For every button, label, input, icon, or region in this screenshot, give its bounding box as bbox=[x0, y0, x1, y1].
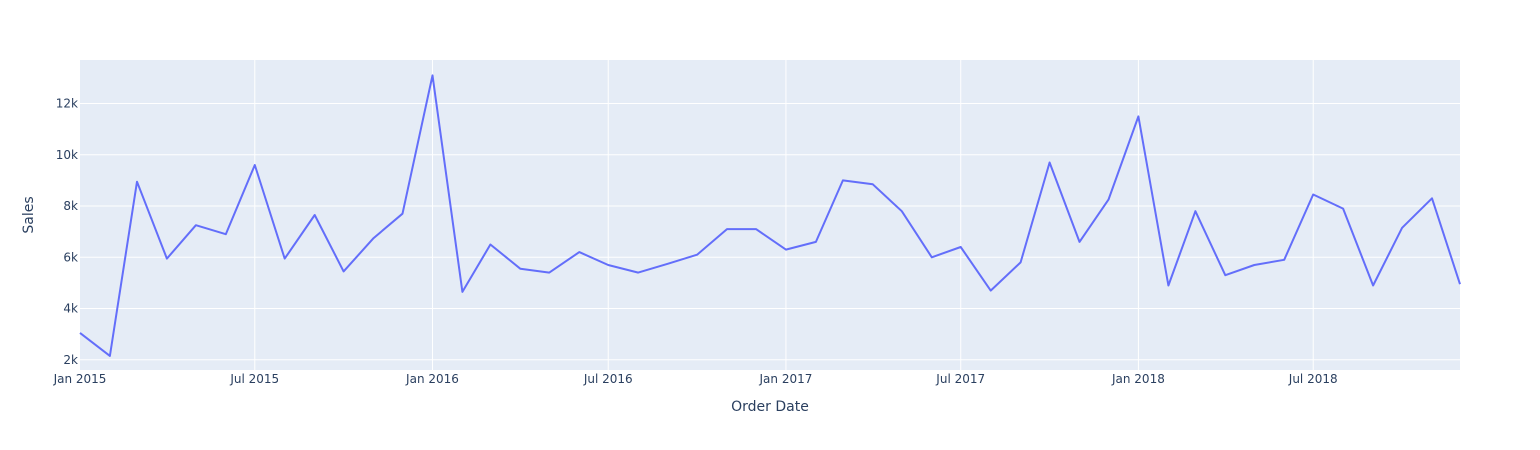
data-point[interactable] bbox=[899, 208, 905, 214]
x-tick-labels: Jan 2015 Jul 2015 Jan 2016 Jul 2016 Jan 2017… bbox=[53, 372, 1338, 386]
data-point[interactable] bbox=[1281, 257, 1287, 263]
data-point[interactable] bbox=[1370, 283, 1376, 289]
data-point[interactable] bbox=[929, 254, 935, 260]
data-point[interactable] bbox=[252, 162, 258, 168]
data-point[interactable] bbox=[635, 270, 641, 276]
y-tick-label: 6k bbox=[63, 250, 78, 264]
y-tick-label: 2k bbox=[63, 353, 78, 367]
data-point[interactable] bbox=[1165, 283, 1171, 289]
data-point[interactable] bbox=[724, 226, 730, 232]
data-point[interactable] bbox=[1135, 113, 1141, 119]
data-point[interactable] bbox=[1106, 197, 1112, 203]
sales-line bbox=[79, 74, 1461, 357]
data-point[interactable] bbox=[546, 270, 552, 276]
data-point[interactable] bbox=[1077, 239, 1083, 245]
data-point[interactable] bbox=[517, 266, 523, 272]
data-point[interactable] bbox=[400, 211, 406, 217]
data-point[interactable] bbox=[694, 252, 700, 258]
x-axis-title: Order Date bbox=[731, 399, 809, 415]
data-point[interactable] bbox=[282, 256, 288, 262]
data-point[interactable] bbox=[753, 226, 759, 232]
data-point[interactable] bbox=[813, 239, 819, 245]
data-point[interactable] bbox=[605, 262, 611, 268]
data-point[interactable] bbox=[1457, 281, 1463, 287]
data-point[interactable] bbox=[1251, 262, 1257, 268]
data-point[interactable] bbox=[134, 179, 140, 185]
plot-background bbox=[80, 60, 1460, 370]
y-tick-label: 4k bbox=[63, 302, 78, 316]
data-point[interactable] bbox=[1222, 272, 1228, 278]
x-tick-label: Jan 2017 bbox=[759, 372, 813, 386]
x-tick-label: Jan 2015 bbox=[53, 372, 107, 386]
data-point[interactable] bbox=[487, 242, 493, 248]
data-point[interactable] bbox=[459, 289, 465, 295]
y-tick-label: 8k bbox=[63, 199, 78, 213]
y-axis-title: Sales bbox=[21, 196, 37, 233]
data-point[interactable] bbox=[665, 261, 671, 267]
data-point[interactable] bbox=[958, 244, 964, 250]
x-tick-label: Jul 2017 bbox=[935, 372, 985, 386]
data-point[interactable] bbox=[77, 330, 83, 336]
x-gridlines bbox=[254, 60, 1314, 370]
x-tick-label: Jul 2015 bbox=[229, 372, 279, 386]
series-layer bbox=[77, 72, 1463, 359]
y-gridlines bbox=[80, 103, 1460, 361]
data-point[interactable] bbox=[576, 249, 582, 255]
x-tick-label: Jan 2018 bbox=[1111, 372, 1165, 386]
y-tick-labels: 2k 4k 6k 8k 10k 12k bbox=[56, 97, 78, 367]
data-point[interactable] bbox=[1192, 208, 1198, 214]
data-point[interactable] bbox=[107, 353, 113, 359]
y-tick-label: 12k bbox=[56, 97, 78, 111]
data-point[interactable] bbox=[1018, 259, 1024, 265]
data-point[interactable] bbox=[1340, 206, 1346, 212]
data-point[interactable] bbox=[193, 222, 199, 228]
data-point[interactable] bbox=[870, 181, 876, 187]
x-tick-label: Jan 2016 bbox=[405, 372, 459, 386]
data-point[interactable] bbox=[988, 288, 994, 294]
y-tick-label: 10k bbox=[56, 148, 78, 162]
data-point[interactable] bbox=[223, 231, 229, 237]
data-point[interactable] bbox=[371, 235, 377, 241]
data-point[interactable] bbox=[430, 72, 436, 78]
data-point[interactable] bbox=[783, 247, 789, 253]
x-tick-label: Jul 2018 bbox=[1288, 372, 1338, 386]
data-point[interactable] bbox=[164, 256, 170, 262]
x-tick-label: Jul 2016 bbox=[583, 372, 633, 386]
data-point[interactable] bbox=[1047, 160, 1053, 166]
data-point[interactable] bbox=[840, 177, 846, 183]
data-point[interactable] bbox=[1399, 225, 1405, 231]
data-point[interactable] bbox=[312, 212, 318, 218]
data-point[interactable] bbox=[1310, 192, 1316, 198]
data-point[interactable] bbox=[341, 268, 347, 274]
data-point[interactable] bbox=[1429, 195, 1435, 201]
